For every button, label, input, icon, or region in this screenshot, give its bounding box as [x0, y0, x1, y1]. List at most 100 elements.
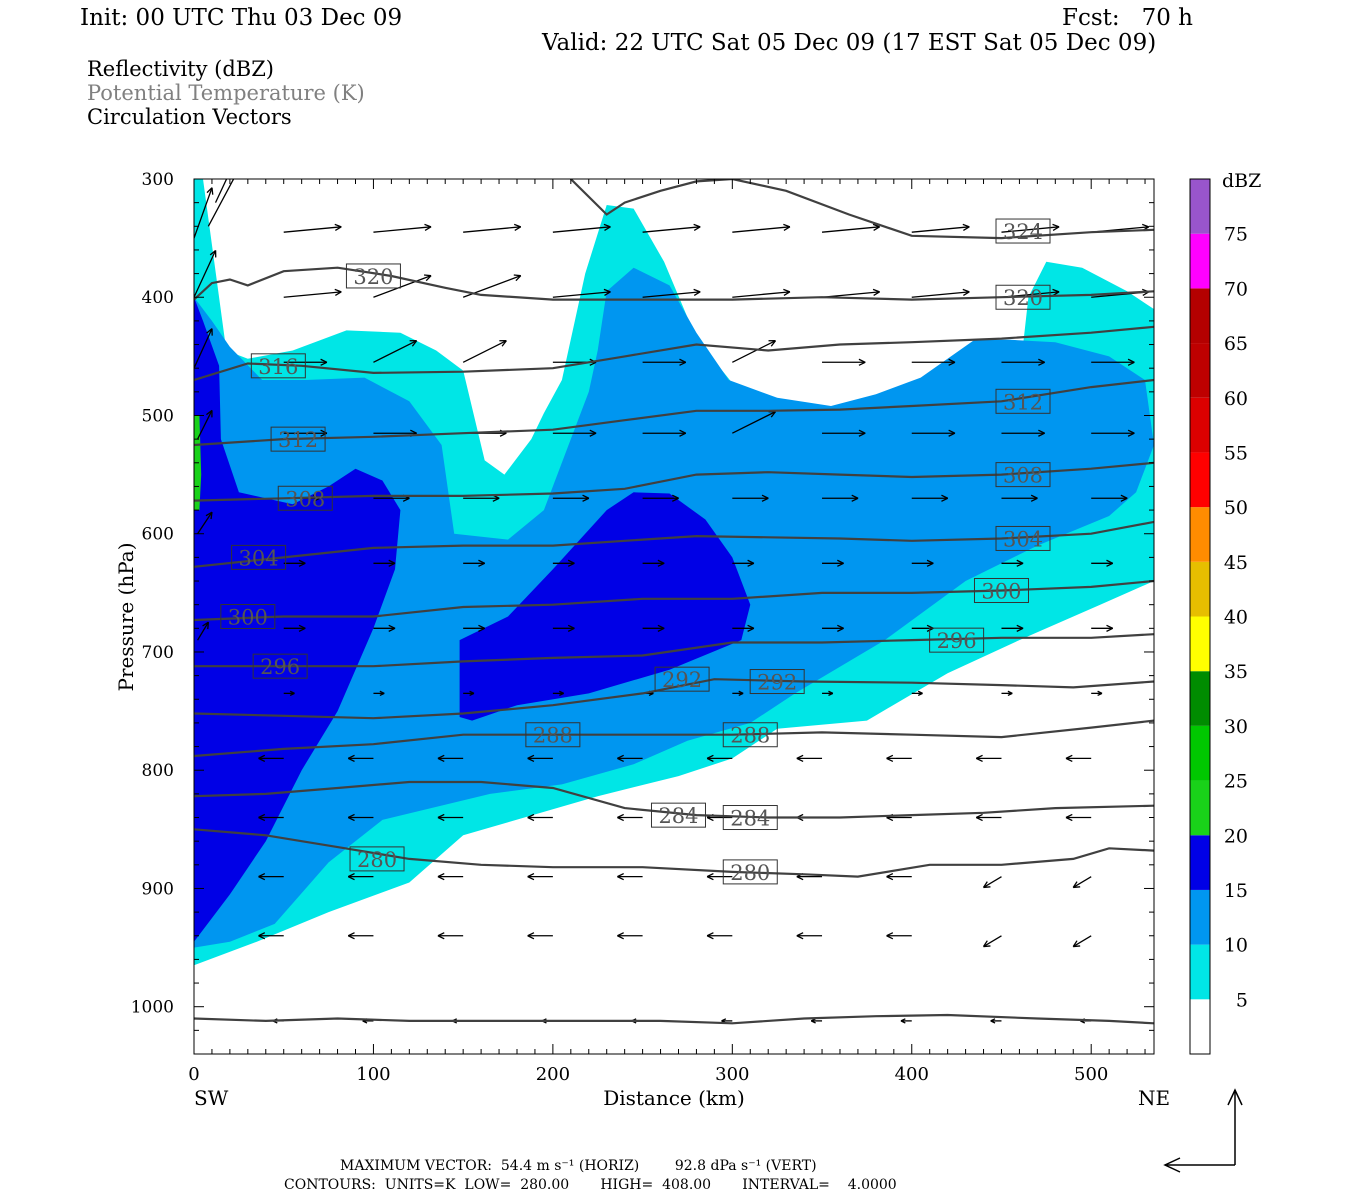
svg-text:300: 300 [228, 606, 268, 630]
theta-label-300: 300 [973, 577, 1029, 603]
y-tick-label: 800 [142, 761, 174, 781]
circulation-vector [437, 873, 464, 881]
colorbar-level-label: 30 [1224, 716, 1248, 738]
circulation-vector [990, 1018, 1002, 1024]
colorbar-segment [1190, 343, 1210, 398]
theta-label-296: 296 [929, 627, 985, 653]
theta-contour-296 [194, 633, 1154, 668]
theta-contour-280 [194, 828, 1154, 878]
reference-vector-icon [1163, 1088, 1243, 1173]
theta-contour-292 [194, 678, 1154, 720]
max-vector-note: MAXIMUM VECTOR: 54.4 m s⁻¹ (HORIZ) 92.8 … [340, 1158, 817, 1174]
theta-label-312: 312 [995, 388, 1051, 414]
circulation-vector [911, 358, 956, 366]
theta-contour-284 [194, 780, 1154, 819]
circulation-vector [1072, 935, 1092, 948]
circulation-vector [437, 932, 464, 940]
colorbar-level-label: 65 [1224, 333, 1248, 355]
svg-text:312: 312 [278, 428, 318, 452]
theta-label-312: 312 [270, 426, 326, 452]
y-tick-label: 400 [142, 288, 174, 308]
svg-text:284: 284 [730, 807, 770, 831]
circulation-vector [982, 876, 1002, 889]
colorbar-segment [1190, 835, 1210, 890]
x-tick-label: 400 [895, 1064, 929, 1085]
circulation-vector [821, 223, 880, 233]
circulation-vector [194, 328, 213, 369]
theta-label-288: 288 [525, 722, 581, 748]
circulation-vector [732, 288, 791, 298]
theta-label-292: 292 [654, 666, 710, 692]
circulation-vector [1091, 690, 1103, 697]
colorbar-level-label: 5 [1236, 989, 1248, 1011]
circulation-vector [911, 494, 949, 502]
circulation-vector [900, 1018, 912, 1024]
colorbar-segment [1190, 288, 1210, 344]
circulation-vector [258, 813, 284, 822]
y-tick-label: 600 [142, 525, 174, 545]
circulation-vector [214, 179, 228, 203]
colorbar: 5 10 15 20 25 30 35 40 45 50 55 60 65 70 75 [1189, 178, 1248, 1055]
x-tick-label: 200 [536, 1064, 570, 1085]
field-theta-label: Potential Temperature (K) [87, 81, 365, 105]
theta-contour-300 [194, 579, 1154, 622]
circulation-vector [642, 624, 665, 632]
colorbar-level-label: 35 [1224, 661, 1248, 683]
circulation-vector [552, 690, 564, 697]
circulation-vector [911, 223, 970, 233]
circulation-vector [194, 249, 217, 298]
circulation-vector [552, 429, 597, 437]
axis-layer: 0 100 200 300 400 500 300 400 500 600 700 800 900 100… [131, 170, 1154, 1085]
colorbar-segment [1190, 944, 1210, 1000]
circulation-vector [911, 559, 934, 567]
circulation-vector [732, 690, 744, 697]
colorbar-level-label: 70 [1224, 278, 1248, 300]
svg-text:280: 280 [730, 861, 770, 885]
theta-label-324: 324 [995, 218, 1051, 244]
circulation-vector [642, 429, 687, 437]
circulation-vector [373, 223, 432, 233]
svg-text:316: 316 [258, 355, 298, 379]
circulation-vector [283, 690, 295, 697]
colorbar-segment [1190, 616, 1210, 672]
colorbar-level-label: 20 [1224, 825, 1248, 847]
theta-contour-layer [194, 179, 1154, 1025]
circulation-vector [207, 179, 238, 227]
circulation-vector [437, 813, 464, 822]
theta-contour-320 [194, 266, 1154, 301]
circulation-vector [1091, 429, 1135, 437]
circulation-vector [373, 340, 418, 363]
circulation-vector [552, 288, 611, 298]
colorbar-level-label: 15 [1224, 880, 1248, 902]
theta-label-layer: 280 280 284 284 288 288 292 292 296 296 300 300 304 3… [220, 218, 1051, 885]
theta-contour-308 [194, 461, 1154, 502]
y-axis-title: Pressure (hPa) [114, 543, 138, 692]
circulation-vector [706, 754, 733, 763]
circulation-vector [552, 494, 590, 502]
contour-info-note: CONTOURS: UNITS=K LOW= 280.00 HIGH= 408.… [284, 1177, 897, 1193]
x-tick-label: 0 [188, 1064, 199, 1085]
circulation-vector [1065, 754, 1092, 763]
circulation-vector [886, 932, 912, 940]
field-vectors-label: Circulation Vectors [87, 105, 292, 129]
colorbar-segment [1190, 179, 1210, 234]
svg-text:288: 288 [533, 724, 573, 748]
svg-text:304: 304 [1003, 527, 1043, 551]
svg-text:308: 308 [1003, 464, 1043, 488]
colorbar-unit-label: dBZ [1222, 170, 1261, 192]
circulation-vector [732, 559, 755, 567]
circulation-vector [822, 624, 844, 632]
theta-label-296: 296 [252, 653, 308, 679]
circulation-vector [347, 873, 374, 881]
theta-label-320: 320 [995, 284, 1051, 310]
circulation-vector [1091, 358, 1135, 366]
theta-label-288: 288 [722, 722, 778, 748]
colorbar-segment [1190, 999, 1210, 1054]
theta-label-308: 308 [995, 462, 1051, 488]
svg-text:300: 300 [981, 579, 1021, 603]
circulation-vector [373, 559, 396, 567]
theta-label-316: 316 [250, 353, 306, 379]
colorbar-level-label: 60 [1224, 388, 1248, 410]
plot-frame [193, 178, 1155, 1055]
